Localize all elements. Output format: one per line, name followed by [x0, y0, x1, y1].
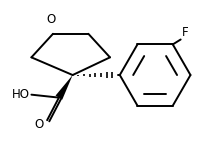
Text: O: O: [35, 118, 44, 131]
Text: F: F: [182, 26, 188, 39]
Text: O: O: [46, 13, 56, 26]
Polygon shape: [56, 75, 73, 100]
Text: HO: HO: [11, 88, 29, 101]
